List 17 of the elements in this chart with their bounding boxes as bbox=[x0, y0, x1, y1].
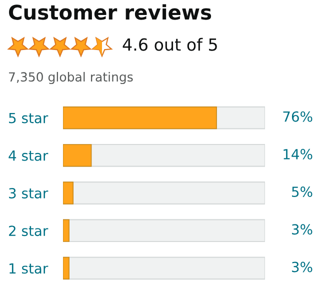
y-tick-label: 4 star bbox=[8, 150, 48, 161]
chart-subtitle: 4.6 out of 5 bbox=[122, 38, 217, 51]
bar bbox=[63, 256, 70, 280]
bar bbox=[63, 144, 92, 167]
data-label: 5% bbox=[292, 186, 312, 198]
bar bbox=[63, 219, 70, 242]
data-label: 3% bbox=[292, 224, 312, 235]
data-label: 14% bbox=[284, 148, 312, 160]
data-label: 3% bbox=[292, 262, 312, 272]
y-tick-label: 3 star bbox=[9, 188, 48, 198]
data-label: 76% bbox=[283, 111, 312, 122]
y-tick-label: 2 star bbox=[9, 226, 48, 236]
chart-title: Customer reviews bbox=[9, 4, 212, 20]
y-tick-label: 5 star bbox=[9, 112, 48, 124]
bar bbox=[63, 182, 74, 204]
text: 7,350 global ratings bbox=[9, 72, 133, 84]
y-tick-label: 1 star bbox=[10, 263, 48, 274]
